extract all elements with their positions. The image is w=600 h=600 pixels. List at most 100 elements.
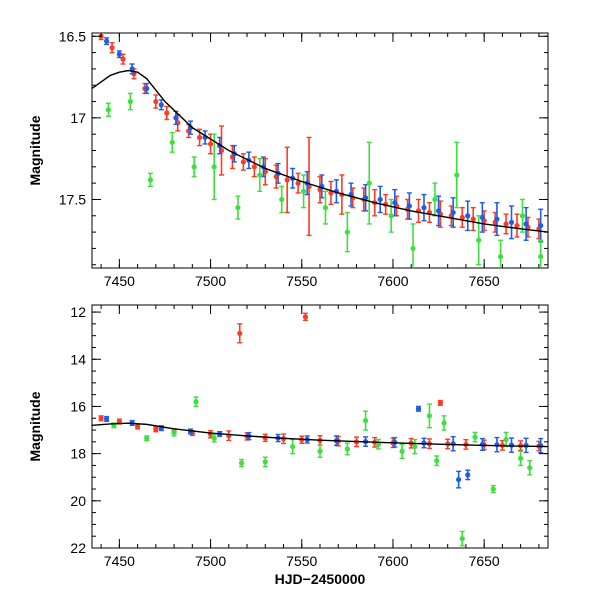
top-data-point: [207, 141, 214, 147]
top-data-point: [116, 51, 122, 57]
bottom-data-point: [456, 476, 462, 483]
top-data-point: [406, 203, 412, 209]
top-data-point: [454, 172, 460, 178]
top-data-point: [129, 66, 135, 72]
top-data-point: [211, 164, 217, 170]
bottom-data-point: [523, 442, 529, 448]
bottom-data-point: [238, 460, 245, 466]
top-data-point: [109, 45, 115, 51]
bottom-x-tick-label: 7450: [104, 553, 135, 569]
bottom-data-point: [426, 413, 433, 419]
top-data-point: [435, 208, 442, 214]
top-data-point: [295, 180, 301, 186]
top-data-point: [465, 213, 471, 219]
top-data-marks: [92, 33, 548, 268]
top-data-point: [240, 159, 246, 165]
bottom-data-point: [237, 330, 243, 336]
bottom-y-tick-label: 16: [70, 398, 86, 414]
top-data-point: [497, 253, 504, 260]
top-data-point: [251, 164, 257, 170]
top-data-point: [476, 237, 482, 243]
top-data-point: [388, 213, 394, 219]
top-data-point: [169, 139, 175, 145]
top-data-point: [392, 200, 398, 206]
bottom-data-point: [399, 448, 405, 454]
bottom-series-2: [111, 396, 533, 547]
top-x-tick-label: 7450: [104, 273, 135, 289]
bottom-data-point: [363, 418, 369, 424]
top-data-point: [366, 180, 372, 186]
top-x-tick-label: 7500: [195, 273, 226, 289]
bottom-x-tick-label: 7650: [469, 553, 500, 569]
top-data-point: [459, 214, 465, 221]
bottom-data-point: [527, 465, 533, 471]
bottom-x-tick-label: 7500: [195, 553, 226, 569]
bottom-data-point: [538, 443, 544, 449]
top-data-point: [158, 102, 164, 108]
bottom-y-tick-label: 20: [70, 493, 86, 509]
top-model-curve: [92, 69, 548, 233]
bottom-panel: 7450 7500 7550 7600 7650 12 14 16 18 20 22 Magnitu…: [27, 304, 549, 587]
top-data-point: [421, 205, 427, 211]
bottom-data-point: [412, 443, 418, 450]
top-y-tick-label: 17: [70, 110, 86, 126]
bottom-data-point: [193, 399, 199, 405]
top-data-point: [377, 196, 383, 203]
bottom-data-point: [490, 486, 496, 492]
bottom-data-point: [459, 535, 465, 542]
bottom-x-tick-label: 7550: [286, 553, 317, 569]
top-data-point: [105, 107, 112, 113]
top-data-point: [153, 98, 159, 105]
top-y-tick-label: 16.5: [59, 28, 86, 44]
top-data-point: [197, 134, 203, 141]
top-x-tick-label: 7600: [377, 273, 408, 289]
top-data-point: [538, 253, 544, 260]
top-y-axis-label: Magnitude: [27, 115, 43, 185]
top-x-tick-label: 7650: [469, 273, 500, 289]
bottom-data-point: [508, 442, 515, 448]
bottom-data-point: [317, 448, 323, 454]
bottom-data-point: [479, 441, 485, 448]
top-data-point: [173, 115, 179, 121]
bottom-data-point: [472, 434, 478, 440]
top-data-point: [322, 205, 329, 211]
top-data-point: [279, 196, 285, 203]
top-data-point: [147, 177, 153, 183]
bottom-x-axis-label: HJD−2450000: [275, 571, 366, 587]
top-data-point: [127, 98, 133, 105]
bottom-data-point: [98, 415, 104, 421]
bottom-data-point: [441, 420, 447, 426]
top-data-point: [494, 216, 500, 222]
top-data-point: [344, 229, 350, 235]
top-x-tick-label: 7550: [286, 273, 317, 289]
bottom-axis-ticks: 7450 7500 7550 7600 7650 12 14 16 18 20 22: [70, 304, 548, 569]
top-y-tick-label: 17.5: [59, 191, 86, 207]
bottom-y-tick-label: 18: [70, 446, 86, 462]
top-data-point: [257, 172, 263, 178]
top-data-point: [164, 110, 170, 116]
top-series-1: [103, 37, 544, 243]
bottom-y-tick-label: 22: [70, 540, 86, 556]
top-data-point: [470, 216, 476, 222]
bottom-data-point: [437, 400, 443, 406]
bottom-data-point: [262, 459, 268, 465]
top-data-point: [300, 188, 307, 194]
top-data-point: [523, 221, 529, 227]
top-panel: 7450 7500 7550 7600 7650 16.5 17 17.5 Magnitude: [27, 28, 549, 289]
top-data-point: [284, 177, 290, 183]
bottom-data-point: [135, 423, 141, 430]
bottom-data-point: [103, 416, 110, 422]
top-data-point: [508, 219, 515, 225]
bottom-data-point: [518, 455, 524, 461]
bottom-data-point: [421, 440, 427, 446]
top-data-point: [144, 85, 150, 92]
bottom-data-marks: [92, 312, 548, 547]
top-data-point: [538, 222, 544, 229]
bottom-data-point: [153, 426, 159, 432]
bottom-x-tick-label: 7600: [377, 553, 408, 569]
top-data-point: [103, 38, 110, 44]
bottom-y-tick-label: 14: [70, 351, 86, 367]
bottom-model-curve: [92, 422, 548, 448]
